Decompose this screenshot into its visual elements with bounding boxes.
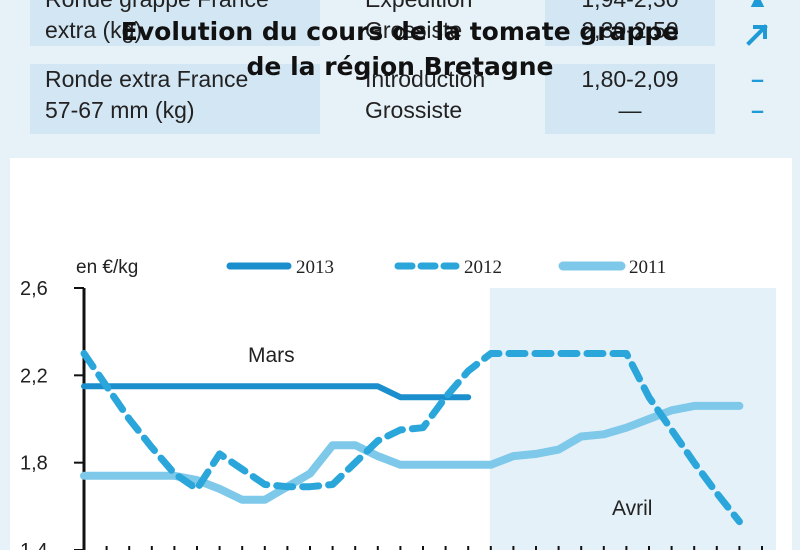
price-table: Ronde grappe France extra (kg) Expéditio…: [0, 0, 800, 150]
stage-cell: Expédition Grossiste: [365, 0, 545, 46]
y-tick-label: 1,4: [20, 540, 48, 550]
series-line-2013: [81, 383, 472, 401]
stage-cell: Introduction Grossiste: [365, 64, 545, 126]
stable-dash-icon: –: [751, 97, 764, 123]
legend-label: 2011: [629, 257, 666, 278]
price-cell: 1,94-2,30 2,30-2,50: [545, 0, 715, 46]
product-line: extra (kg): [45, 17, 143, 43]
trend-cell: ▲: [715, 0, 800, 46]
y-tick-label: 2,2: [20, 365, 48, 387]
chart-title-line: de la région Bretagne: [246, 52, 554, 81]
up-arrow-icon: ▲: [715, 0, 800, 15]
price-line: —: [618, 97, 642, 123]
price-line: 1,94-2,30: [545, 0, 715, 15]
price-line: 2,30-2,50: [581, 17, 679, 43]
product-cell: Ronde grappe France extra (kg): [30, 0, 320, 46]
stage-line: Grossiste: [365, 17, 463, 43]
legend-label: 2012: [464, 257, 502, 278]
product-cell: Ronde extra France 57-67 mm (kg): [30, 64, 320, 134]
product-line: Ronde extra France: [45, 66, 249, 92]
series-line-2012: [80, 350, 743, 526]
stage-line: Grossiste: [365, 97, 463, 123]
y-tick-label: 2,6: [20, 278, 48, 300]
month-label-mars: Mars: [248, 344, 295, 367]
product-line: Ronde grappe France: [30, 0, 320, 15]
series-line-2011: [80, 401, 744, 504]
stage-line: Expédition: [365, 0, 545, 15]
legend-label: 2013: [296, 257, 334, 278]
chart-title-line: Evolution du cours de la tomate grappe: [120, 17, 680, 46]
up-right-arrow-icon: [715, 15, 800, 46]
stable-dash-icon: –: [751, 66, 764, 92]
y-axis-label: en €/kg: [76, 257, 138, 278]
chart-title: Evolution du cours de la tomate grappe d…: [0, 14, 800, 84]
price-cell: 1,80-2,09 —: [545, 64, 715, 134]
month-label-avril: Avril: [612, 497, 652, 520]
y-tick-label: 1,8: [20, 453, 48, 475]
product-line: 57-67 mm (kg): [45, 97, 195, 123]
trend-cell: – –: [715, 64, 800, 126]
stage-line: Introduction: [365, 66, 486, 92]
price-line: 1,80-2,09: [581, 66, 679, 92]
